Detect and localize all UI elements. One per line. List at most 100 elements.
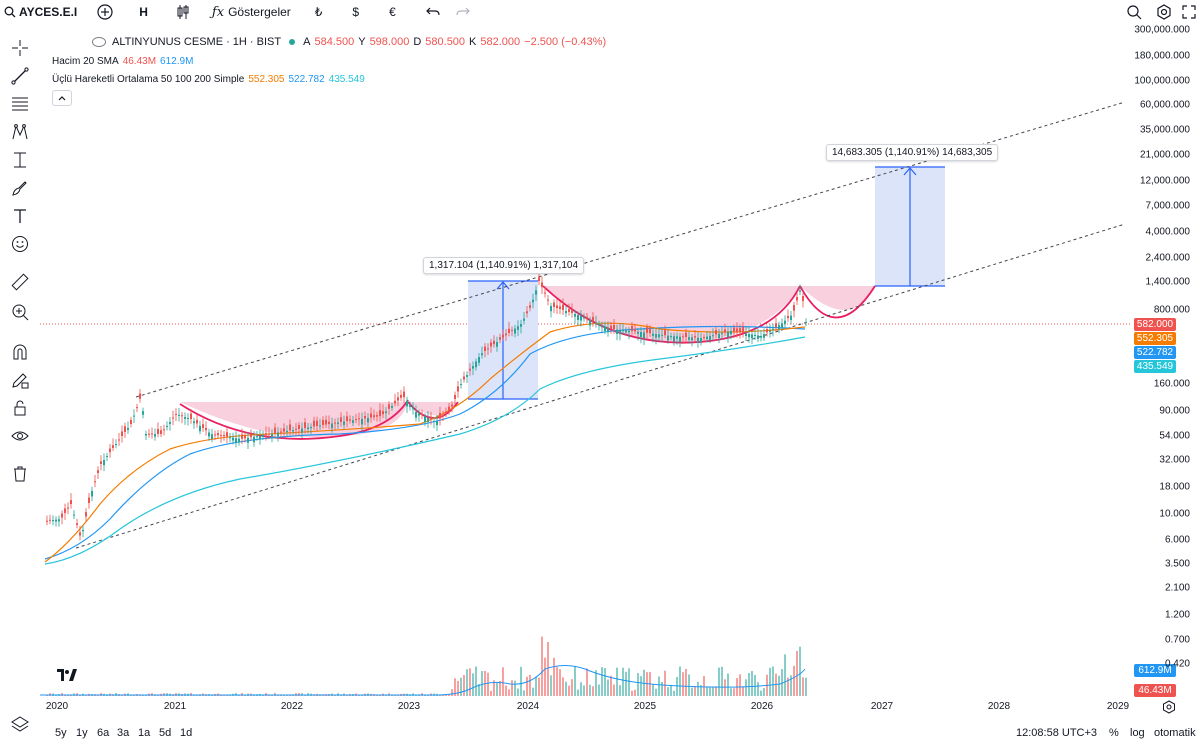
volume-bar bbox=[508, 689, 510, 696]
text-tool[interactable] bbox=[8, 204, 32, 228]
candle-body bbox=[106, 456, 108, 457]
lock-tool[interactable] bbox=[8, 396, 32, 420]
interval-button[interactable]: H bbox=[133, 0, 154, 24]
emoji-tool[interactable] bbox=[8, 232, 32, 256]
ruler-tool[interactable] bbox=[8, 270, 32, 294]
pattern-tool[interactable] bbox=[8, 120, 32, 144]
cup-line-2 bbox=[542, 285, 801, 344]
chart-type-button[interactable] bbox=[170, 0, 196, 24]
chart-canvas[interactable] bbox=[40, 24, 1130, 698]
candle-body bbox=[241, 434, 243, 439]
range-1a[interactable]: 1a bbox=[138, 727, 151, 739]
currency-eur-button[interactable]: € bbox=[383, 0, 402, 24]
candle-body bbox=[367, 417, 369, 423]
settings-button[interactable] bbox=[1150, 0, 1178, 24]
price-tick: 6.000 bbox=[1164, 534, 1190, 546]
currency-usd-button[interactable]: $ bbox=[346, 0, 365, 24]
price-tick: 3.500 bbox=[1164, 558, 1190, 570]
time-tick: 2020 bbox=[45, 701, 69, 712]
trash-icon bbox=[14, 466, 26, 482]
legend-collapse-button[interactable] bbox=[52, 90, 72, 106]
redo-button[interactable] bbox=[450, 0, 476, 24]
candle-body bbox=[370, 413, 372, 418]
time-tick: 2029 bbox=[1106, 701, 1130, 712]
candle-body bbox=[700, 338, 702, 342]
delete-tool[interactable] bbox=[8, 462, 32, 486]
candle-body bbox=[289, 424, 291, 431]
candle-body bbox=[424, 416, 426, 422]
candle-body bbox=[508, 328, 510, 333]
trend-line-tool[interactable] bbox=[8, 64, 32, 88]
price-axis[interactable]: 582.000 552.305 522.782 435.549 612.9M 4… bbox=[1130, 24, 1200, 698]
volume-bar bbox=[613, 684, 615, 696]
range-5y[interactable]: 5y bbox=[55, 727, 67, 739]
candle-body bbox=[751, 334, 753, 339]
candle-body bbox=[232, 437, 234, 441]
zoom-in-tool[interactable] bbox=[8, 300, 32, 324]
volume-bar bbox=[625, 671, 627, 696]
range-3a[interactable]: 3a bbox=[117, 727, 130, 739]
currency-try-button[interactable]: ₺ bbox=[309, 0, 329, 24]
volume-bar bbox=[517, 688, 519, 696]
volume-bar bbox=[586, 668, 588, 696]
auto-toggle[interactable]: otomatik bbox=[1154, 727, 1196, 739]
range-1y[interactable]: 1y bbox=[76, 727, 88, 739]
volume-bar bbox=[781, 669, 783, 696]
legend-eye-icon[interactable] bbox=[92, 37, 106, 47]
fullscreen-icon bbox=[1182, 5, 1196, 19]
cup-line-1 bbox=[179, 399, 409, 440]
candlestick-series bbox=[46, 270, 807, 541]
magnet-tool[interactable] bbox=[8, 340, 32, 364]
volume-bar bbox=[661, 681, 663, 696]
candle-body bbox=[589, 319, 591, 326]
measure-tool[interactable] bbox=[8, 148, 32, 172]
hide-tool[interactable] bbox=[8, 424, 32, 448]
fib-tool[interactable] bbox=[8, 92, 32, 116]
time-tick: 2021 bbox=[163, 701, 187, 712]
candle-body bbox=[628, 330, 630, 333]
plus-circle-icon bbox=[97, 4, 113, 20]
ma100-badge: 522.782 bbox=[1134, 346, 1176, 359]
range-6a[interactable]: 6a bbox=[97, 727, 110, 739]
add-symbol-button[interactable] bbox=[91, 0, 119, 24]
ma200-value: 435.549 bbox=[328, 74, 365, 85]
candle-body bbox=[790, 315, 792, 321]
candle-body bbox=[79, 532, 81, 536]
candle-body bbox=[577, 315, 579, 320]
quick-search-button[interactable] bbox=[1120, 0, 1148, 24]
undo-button[interactable] bbox=[420, 0, 446, 24]
time-axis[interactable]: 2020 2021 2022 2023 2024 2025 2026 2027 2028 2029 bbox=[40, 698, 1130, 716]
percent-toggle[interactable]: % bbox=[1109, 727, 1119, 739]
candle-body bbox=[274, 427, 276, 434]
symbol-search[interactable]: AYCES.E.I bbox=[0, 0, 83, 24]
volume-bar bbox=[724, 679, 726, 696]
volume-bar bbox=[463, 675, 465, 696]
legend-ma-row[interactable]: Üçlü Hareketli Ortalama 50 100 200 Simpl… bbox=[52, 74, 365, 85]
candle-body bbox=[253, 436, 255, 443]
range-1d[interactable]: 1d bbox=[180, 727, 193, 739]
clock-timezone[interactable]: 12:08:58 UTC+3 bbox=[1016, 727, 1098, 739]
candle-body bbox=[451, 404, 453, 407]
top-toolbar: AYCES.E.I H ƒx Göstergeler ₺ $ € bbox=[0, 0, 1200, 24]
axis-settings-button[interactable] bbox=[1162, 700, 1176, 714]
candle-body bbox=[250, 434, 252, 438]
range-5d[interactable]: 5d bbox=[159, 727, 172, 739]
indicators-button[interactable]: ƒx Göstergeler bbox=[206, 0, 297, 24]
object-tree-button[interactable] bbox=[8, 712, 32, 736]
log-toggle[interactable]: log bbox=[1130, 727, 1145, 739]
legend-volume-row[interactable]: Hacim 20 SMA 46.43M 612.9M bbox=[52, 56, 193, 67]
candle-body bbox=[292, 430, 294, 432]
volume-bar bbox=[502, 667, 504, 696]
volume-bar bbox=[589, 684, 591, 696]
crosshair-tool[interactable] bbox=[8, 36, 32, 60]
candle-body bbox=[658, 334, 660, 338]
time-tick: 2028 bbox=[987, 701, 1011, 712]
brush-tool[interactable] bbox=[8, 176, 32, 200]
fullscreen-button[interactable] bbox=[1176, 0, 1200, 24]
stay-drawing-tool[interactable] bbox=[8, 368, 32, 392]
volume-bar bbox=[751, 671, 753, 696]
price-tick: 1.200 bbox=[1164, 609, 1190, 621]
candle-body bbox=[100, 461, 102, 464]
volume-bar bbox=[619, 685, 621, 696]
